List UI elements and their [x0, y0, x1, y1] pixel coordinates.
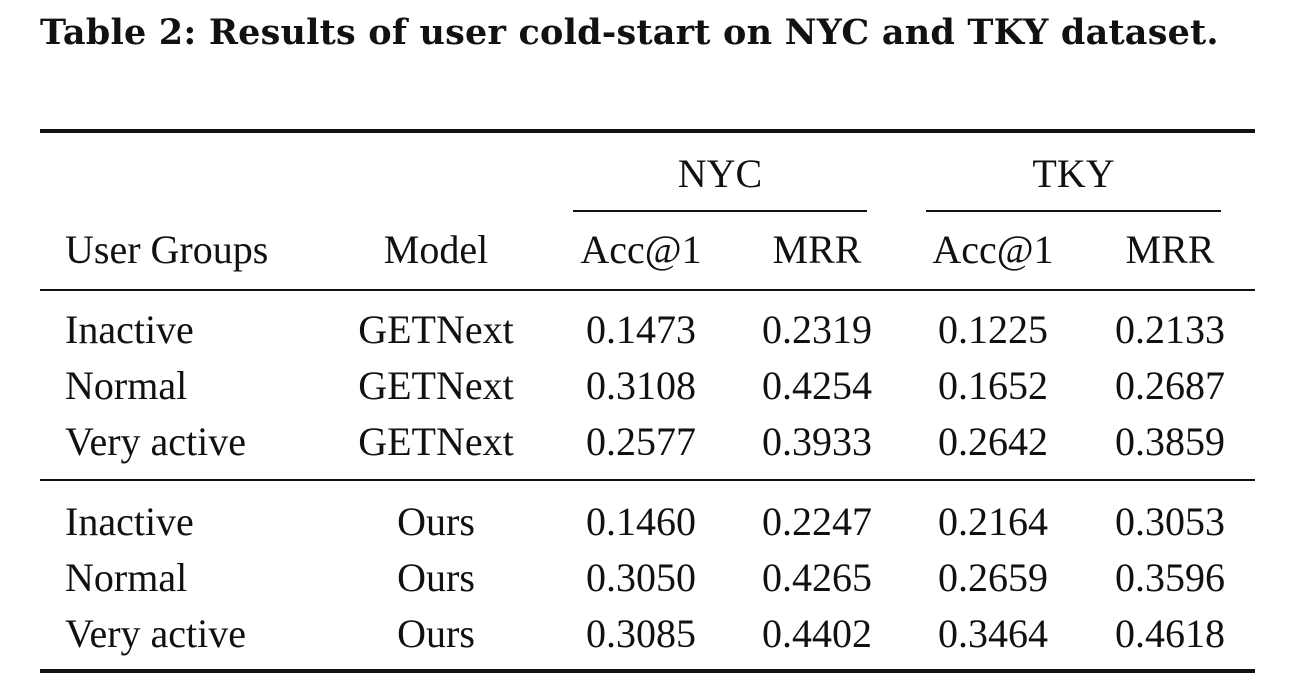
cell-nyc-mrr: 0.4402 [762, 611, 872, 656]
cell-nyc-acc1: 0.3085 [586, 611, 696, 656]
cell-model: Ours [397, 555, 475, 600]
column-header-user-groups: User Groups [65, 227, 269, 272]
cell-model: Ours [397, 499, 475, 544]
cell-user-group: Normal [65, 363, 188, 408]
cell-nyc-acc1: 0.1473 [586, 307, 696, 352]
dataset-header-nyc: NYC [677, 151, 763, 196]
tky-group-rule [926, 210, 1221, 212]
cell-model: Ours [397, 611, 475, 656]
cell-tky-acc1: 0.3464 [938, 611, 1048, 656]
cell-user-group: Normal [65, 555, 188, 600]
cell-tky-acc1: 0.2642 [938, 419, 1048, 464]
table-top-rule [40, 129, 1255, 133]
group-separator-rule [40, 479, 1255, 481]
column-header-tky-acc1: Acc@1 [932, 227, 1054, 272]
cell-tky-mrr: 0.3859 [1115, 419, 1225, 464]
cell-tky-mrr: 0.4618 [1115, 611, 1225, 656]
column-header-nyc-acc1: Acc@1 [580, 227, 702, 272]
cell-tky-mrr: 0.2687 [1115, 363, 1225, 408]
cell-nyc-mrr: 0.4254 [762, 363, 872, 408]
nyc-group-rule [573, 210, 867, 212]
column-header-model: Model [383, 227, 489, 272]
table-caption: Table 2: Results of user cold-start on N… [40, 12, 1219, 53]
cell-nyc-acc1: 0.2577 [586, 419, 696, 464]
cell-nyc-acc1: 0.3050 [586, 555, 696, 600]
dataset-header-tky: TKY [1032, 151, 1115, 196]
cell-user-group: Inactive [65, 307, 194, 352]
cell-nyc-mrr: 0.4265 [762, 555, 872, 600]
cell-tky-acc1: 0.1225 [938, 307, 1048, 352]
cell-user-group: Very active [65, 419, 247, 464]
cell-tky-mrr: 0.3053 [1115, 499, 1225, 544]
cell-tky-acc1: 0.1652 [938, 363, 1048, 408]
cell-nyc-mrr: 0.2319 [762, 307, 872, 352]
cell-model: GETNext [358, 419, 514, 464]
column-header-tky-mrr: MRR [1125, 227, 1215, 272]
cell-tky-mrr: 0.3596 [1115, 555, 1225, 600]
cell-model: GETNext [358, 363, 514, 408]
cell-tky-acc1: 0.2164 [938, 499, 1048, 544]
cell-nyc-acc1: 0.3108 [586, 363, 696, 408]
column-header-nyc-mrr: MRR [772, 227, 862, 272]
table-bottom-rule [40, 669, 1255, 673]
cell-user-group: Inactive [65, 499, 194, 544]
cell-nyc-mrr: 0.2247 [762, 499, 872, 544]
cell-user-group: Very active [65, 611, 247, 656]
cell-nyc-acc1: 0.1460 [586, 499, 696, 544]
cell-model: GETNext [358, 307, 514, 352]
cell-nyc-mrr: 0.3933 [762, 419, 872, 464]
header-rule [40, 289, 1255, 291]
cell-tky-mrr: 0.2133 [1115, 307, 1225, 352]
cell-tky-acc1: 0.2659 [938, 555, 1048, 600]
